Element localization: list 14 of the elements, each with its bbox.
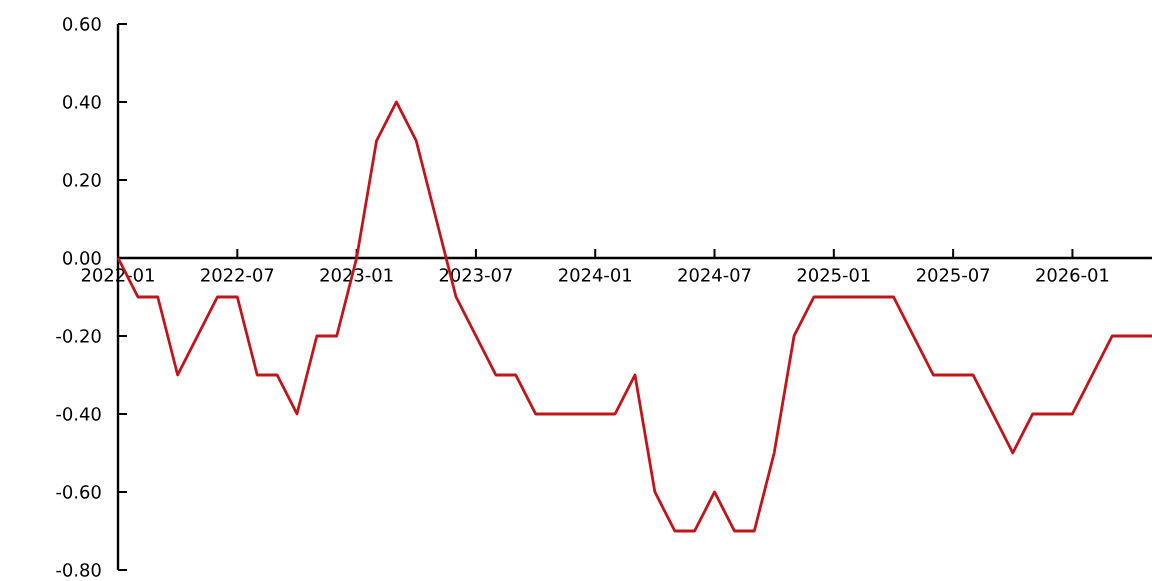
x-tick-label: 2024-01	[559, 268, 632, 282]
x-tick-label: 2026-01	[1036, 268, 1109, 282]
x-tick-label: 2024-07	[678, 268, 751, 282]
y-tick-label: -0.20	[56, 329, 101, 343]
x-tick-label: 2022-07	[201, 268, 274, 282]
y-tick-label: -0.80	[56, 563, 101, 577]
y-tick-label: 0.20	[63, 173, 101, 187]
y-tick-label: 0.60	[63, 17, 101, 31]
x-tick-label: 2025-01	[797, 268, 870, 282]
y-tick-label: 0.40	[63, 95, 101, 109]
y-tick-label: -0.60	[56, 485, 101, 499]
y-tick-label: 0.00	[63, 251, 101, 265]
y-tick-label: -0.40	[56, 407, 101, 421]
x-tick-label: 2025-07	[916, 268, 990, 282]
